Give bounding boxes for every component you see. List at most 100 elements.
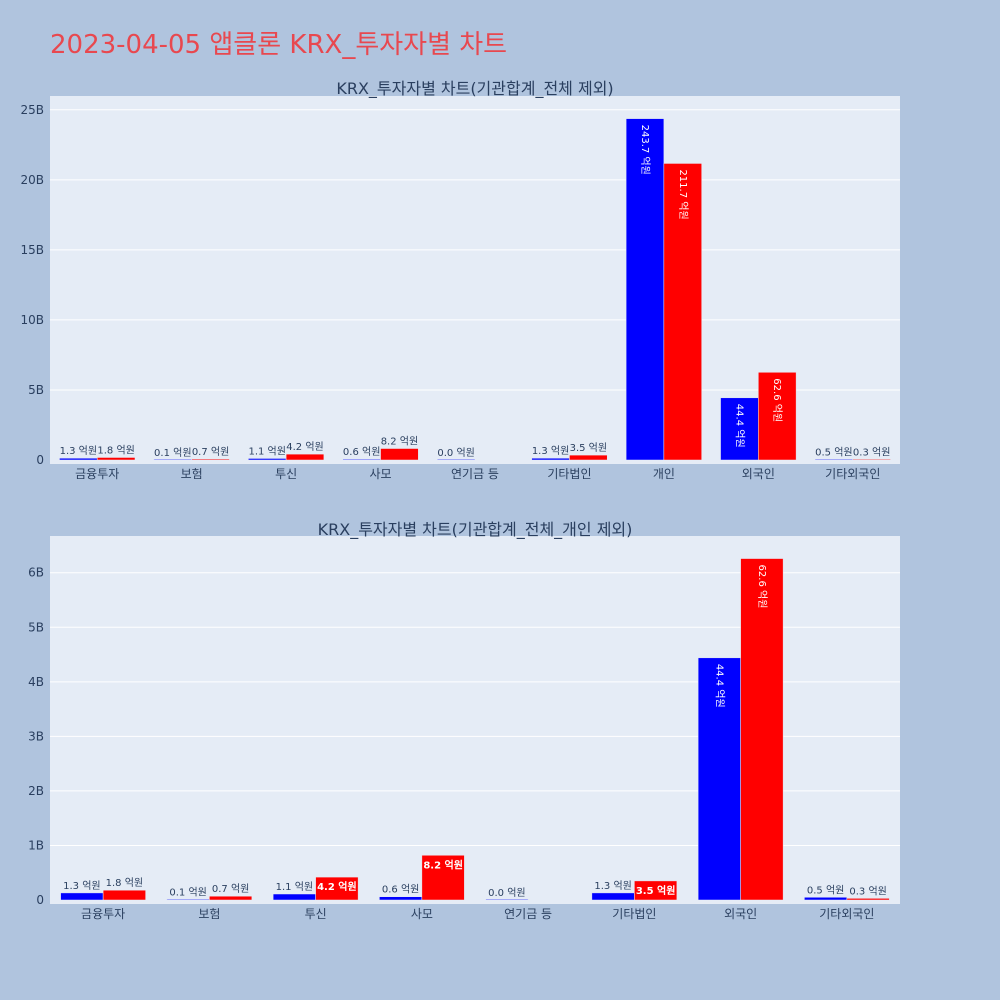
data-label: 0.0 억원 [437,447,474,459]
x-tick-label: 외국인 [724,907,757,921]
y-tick-label: 2B [28,784,44,798]
x-tick-label: 외국인 [742,467,775,481]
bar [591,892,635,901]
data-label: 62.6 억원 [756,565,768,609]
bar [342,458,381,461]
data-label: 4.2 억원 [317,880,357,893]
bar [421,855,465,901]
y-tick-label: 20B [20,173,44,187]
bar [191,458,230,461]
bar [102,889,146,901]
y-tick-label: 6B [28,566,44,580]
data-label: 1.8 억원 [106,877,143,889]
bar [96,457,136,461]
data-label: 62.6 억원 [771,378,783,422]
data-label: 0.6 억원 [382,884,419,896]
data-label: 1.8 억원 [97,444,134,456]
bar [272,893,316,901]
bar [804,897,848,901]
bar [209,895,253,901]
bar [379,896,423,901]
y-tick-label: 15B [20,243,44,257]
bar [625,118,665,461]
x-tick-label: 사모 [370,467,392,481]
x-tick-label: 연기금 등 [451,467,499,481]
bar [663,163,702,461]
chart-2: KRX_투자자별 차트(기관합계_전체_개인 제외) 0 1B 2B 3B 4B 5B 6B 금… [28,520,900,921]
data-label: 0.7 억원 [192,446,229,458]
bar [852,458,891,461]
data-label: 1.3 억원 [532,445,569,457]
data-label: 3.5 억원 [636,884,676,897]
data-label: 4.2 억원 [286,441,323,453]
bar [248,458,287,461]
bar [846,898,890,901]
bar [634,880,678,901]
page-title: 2023-04-05 앱클론 KRX_투자자별 차트 [50,30,508,60]
x-tick-label: 기타외국인 [819,907,874,921]
data-label: 1.3 억원 [60,445,97,457]
x-tick-label: 보험 [198,907,220,921]
bar [758,372,797,461]
y-tick-label: 0 [36,893,44,907]
bar [380,448,419,461]
data-label: 0.3 억원 [853,447,890,459]
bar [720,397,759,461]
x-tick-label: 금융투자 [75,467,119,481]
x-tick-label: 투신 [275,467,297,481]
y-tick-label: 5B [28,383,44,397]
bar [697,657,741,901]
y-tick-label: 25B [20,103,44,117]
data-label: 1.1 억원 [248,445,285,457]
data-label: 0.1 억원 [169,886,206,898]
bar [485,898,529,901]
bar [531,457,570,461]
bar [814,458,854,461]
x-tick-label: 투신 [305,907,327,921]
bar [740,558,784,901]
x-tick-label: 금융투자 [81,907,125,921]
x-tick-label: 연기금 등 [504,907,552,921]
x-tick-label: 기타법인 [547,467,591,481]
data-label: 3.5 억원 [570,442,607,454]
y-tick-label: 0 [36,453,44,467]
data-label: 1.1 억원 [276,881,313,893]
bar [59,457,98,461]
data-label: 0.7 억원 [212,883,249,895]
data-label: 211.7 억원 [677,169,689,219]
bar [569,454,608,461]
chart-title: KRX_투자자별 차트(기관합계_전체 제외) [336,79,613,99]
bar [153,458,192,461]
data-label: 0.1 억원 [154,447,191,459]
data-label: 243.7 억원 [639,125,651,175]
x-tick-label: 개인 [653,467,675,481]
bar [436,458,476,461]
data-label: 8.2 억원 [381,436,418,448]
bar [315,876,359,901]
data-label: 1.3 억원 [594,880,631,892]
data-label: 0.3 억원 [849,885,886,897]
y-tick-label: 1B [28,838,44,852]
data-label: 44.4 억원 [733,404,745,448]
y-tick-label: 3B [28,729,44,743]
data-label: 1.3 억원 [63,880,100,892]
bar [60,892,104,901]
data-label: 0.5 억원 [815,446,852,458]
bar [166,898,210,901]
data-label: 8.2 억원 [423,858,463,871]
chart-1: KRX_투자자별 차트(기관합계_전체 제외) 0 5B 10B 15B 20B 25B 금융… [20,79,900,481]
y-tick-label: 10B [20,313,44,327]
data-label: 0.6 억원 [343,446,380,458]
x-tick-label: 사모 [411,907,433,921]
data-label: 0.0 억원 [488,887,525,899]
x-tick-label: 보험 [181,467,203,481]
data-label: 0.5 억원 [807,884,844,896]
x-tick-label: 기타법인 [612,907,656,921]
y-tick-label: 4B [28,675,44,689]
data-label: 44.4 억원 [713,664,725,708]
x-tick-label: 기타외국인 [825,467,880,481]
y-tick-label: 5B [28,620,44,634]
chart-title: KRX_투자자별 차트(기관합계_전체_개인 제외) [318,520,633,540]
bar [285,453,325,461]
